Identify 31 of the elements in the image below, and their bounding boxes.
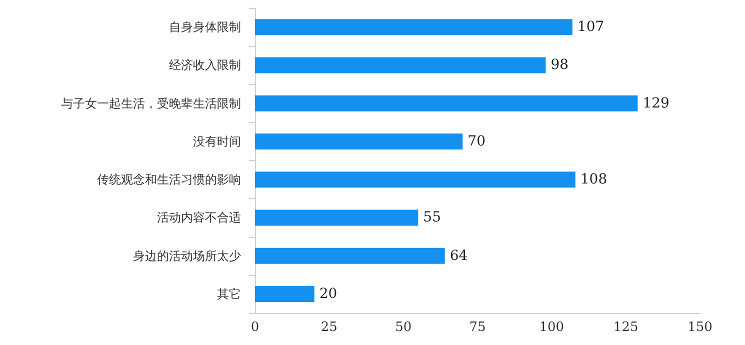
- bar: [255, 133, 463, 150]
- data-label: 129: [642, 95, 670, 112]
- x-tick-label: 125: [613, 320, 638, 335]
- x-tick-label: 150: [688, 320, 712, 335]
- bar: [255, 95, 638, 112]
- y-tick-label: 其它: [217, 286, 241, 301]
- data-label: 98: [550, 57, 569, 74]
- bar: [255, 19, 572, 36]
- data-label: 108: [580, 172, 608, 188]
- data-label: 55: [423, 210, 441, 226]
- y-tick-label: 身边的活动场所太少: [133, 248, 241, 263]
- x-tick-label: 75: [469, 320, 486, 335]
- bar: [255, 286, 314, 302]
- y-tick-label: 没有时间: [193, 134, 241, 148]
- data-label: 64: [450, 248, 468, 264]
- y-tick-label: 自身身体限制: [169, 20, 241, 34]
- x-tick-label: 50: [395, 320, 412, 335]
- bar: [255, 210, 418, 226]
- x-tick-label: 100: [539, 320, 564, 335]
- y-tick-label: 经济收入限制: [169, 58, 241, 72]
- data-label: 107: [577, 19, 604, 36]
- y-tick-label: 活动内容不合适: [157, 210, 241, 225]
- y-tick-label: 与子女一起生活，受晚辈生活限制: [61, 96, 241, 110]
- bar: [255, 57, 546, 74]
- bar: [255, 172, 576, 188]
- x-tick-label: 0: [250, 320, 260, 335]
- bar: [255, 248, 445, 264]
- data-label: 20: [319, 286, 338, 302]
- data-label: 70: [468, 133, 486, 150]
- x-tick-label: 25: [320, 320, 338, 335]
- y-tick-label: 传统观念和生活习惯的影响: [97, 172, 241, 187]
